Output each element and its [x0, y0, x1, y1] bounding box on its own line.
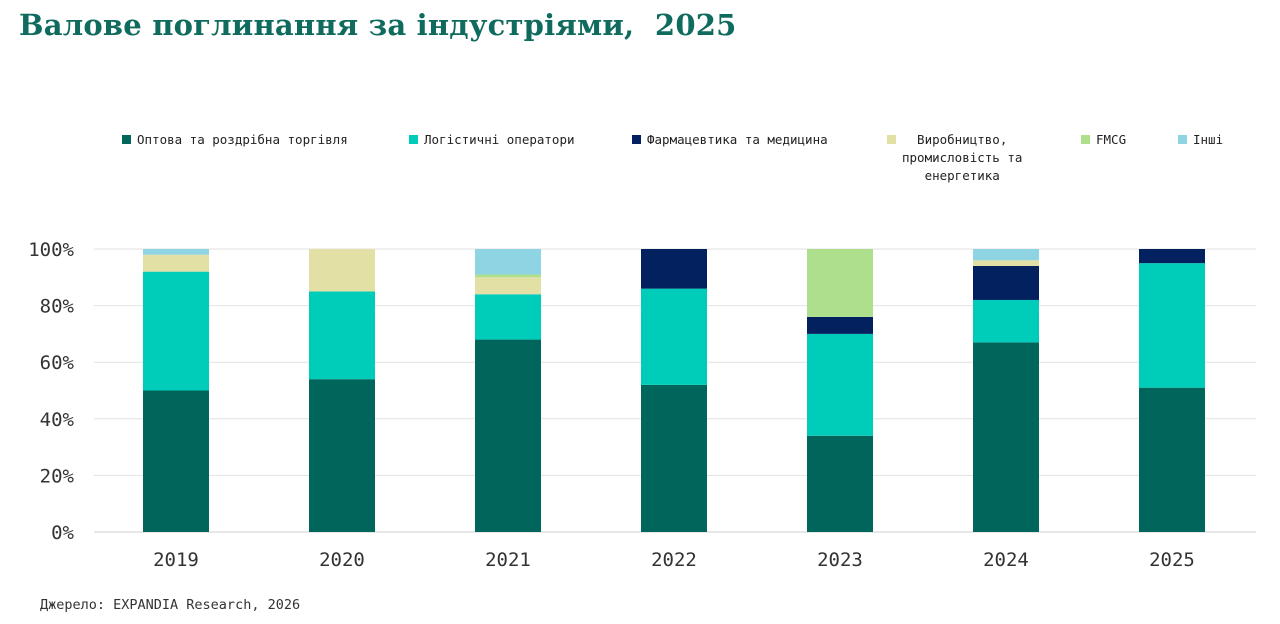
x-tick-label: 2019 [153, 549, 199, 571]
legend-label: FMCG [1096, 132, 1127, 147]
x-tick-label: 2025 [1149, 549, 1195, 571]
legend-label: Інші [1193, 132, 1224, 147]
bar-segment [475, 249, 541, 275]
legend-label: Логістичні оператори [424, 132, 575, 147]
bar-segment [973, 260, 1039, 266]
bar-segment [143, 254, 209, 272]
x-tick-label: 2020 [319, 549, 365, 571]
x-tick-label: 2023 [817, 549, 863, 571]
legend-item: Оптова та роздрібна торгівля [122, 131, 348, 149]
x-tick-label: 2021 [485, 549, 531, 571]
bar-segment [641, 249, 707, 289]
bar-segment [973, 265, 1039, 300]
y-tick-label: 40% [40, 409, 75, 431]
source-note: Джерело: EXPANDIA Research, 2026 [40, 597, 301, 613]
bar-segment [1139, 387, 1205, 532]
x-tick-label: 2024 [983, 549, 1029, 571]
y-tick-label: 20% [40, 465, 75, 487]
bar-segment [641, 384, 707, 532]
legend-swatch [1081, 135, 1090, 144]
chart-title: Валове поглинання за індустріями, 2025 [19, 8, 737, 42]
legend-swatch [122, 135, 131, 144]
bar-segment [641, 288, 707, 385]
legend-swatch [632, 135, 641, 144]
bar-segment [807, 435, 873, 532]
x-tick-label: 2022 [651, 549, 697, 571]
bar-segment [1139, 263, 1205, 388]
legend-item: FMCG [1081, 131, 1126, 149]
bar-segment [143, 271, 209, 391]
y-tick-label: 80% [40, 296, 75, 318]
bar-segment [973, 299, 1039, 343]
legend-label: Оптова та роздрібна торгівля [137, 132, 348, 147]
legend-swatch [409, 135, 418, 144]
legend-item: Логістичні оператори [409, 131, 575, 149]
bar-segment [807, 249, 873, 317]
bar-segment [143, 249, 209, 255]
bar-segment [973, 249, 1039, 261]
legend-label: Виробництво, промисловість та енергетика [902, 132, 1023, 183]
bar-segment [475, 277, 541, 295]
bar-segment [309, 249, 375, 292]
legend-item: Виробництво, промисловість та енергетика [887, 131, 1022, 185]
y-tick-label: 0% [51, 522, 74, 544]
bar-segment [309, 291, 375, 380]
bar-segment [807, 333, 873, 436]
legend-swatch [1178, 135, 1187, 144]
bar-segment [475, 294, 541, 340]
bar-segment [475, 274, 541, 278]
bar-segment [475, 339, 541, 532]
legend-label: Фармацевтика та медицина [647, 132, 828, 147]
y-tick-label: 100% [28, 239, 74, 261]
bar-segment [807, 316, 873, 334]
y-tick-label: 60% [40, 352, 75, 374]
bar-segment [143, 390, 209, 532]
legend-item: Інші [1178, 131, 1223, 149]
legend-swatch [887, 135, 896, 144]
legend-item: Фармацевтика та медицина [632, 131, 828, 149]
bar-segment [973, 342, 1039, 532]
bar-segment [309, 379, 375, 532]
bar-segment [1139, 249, 1205, 264]
